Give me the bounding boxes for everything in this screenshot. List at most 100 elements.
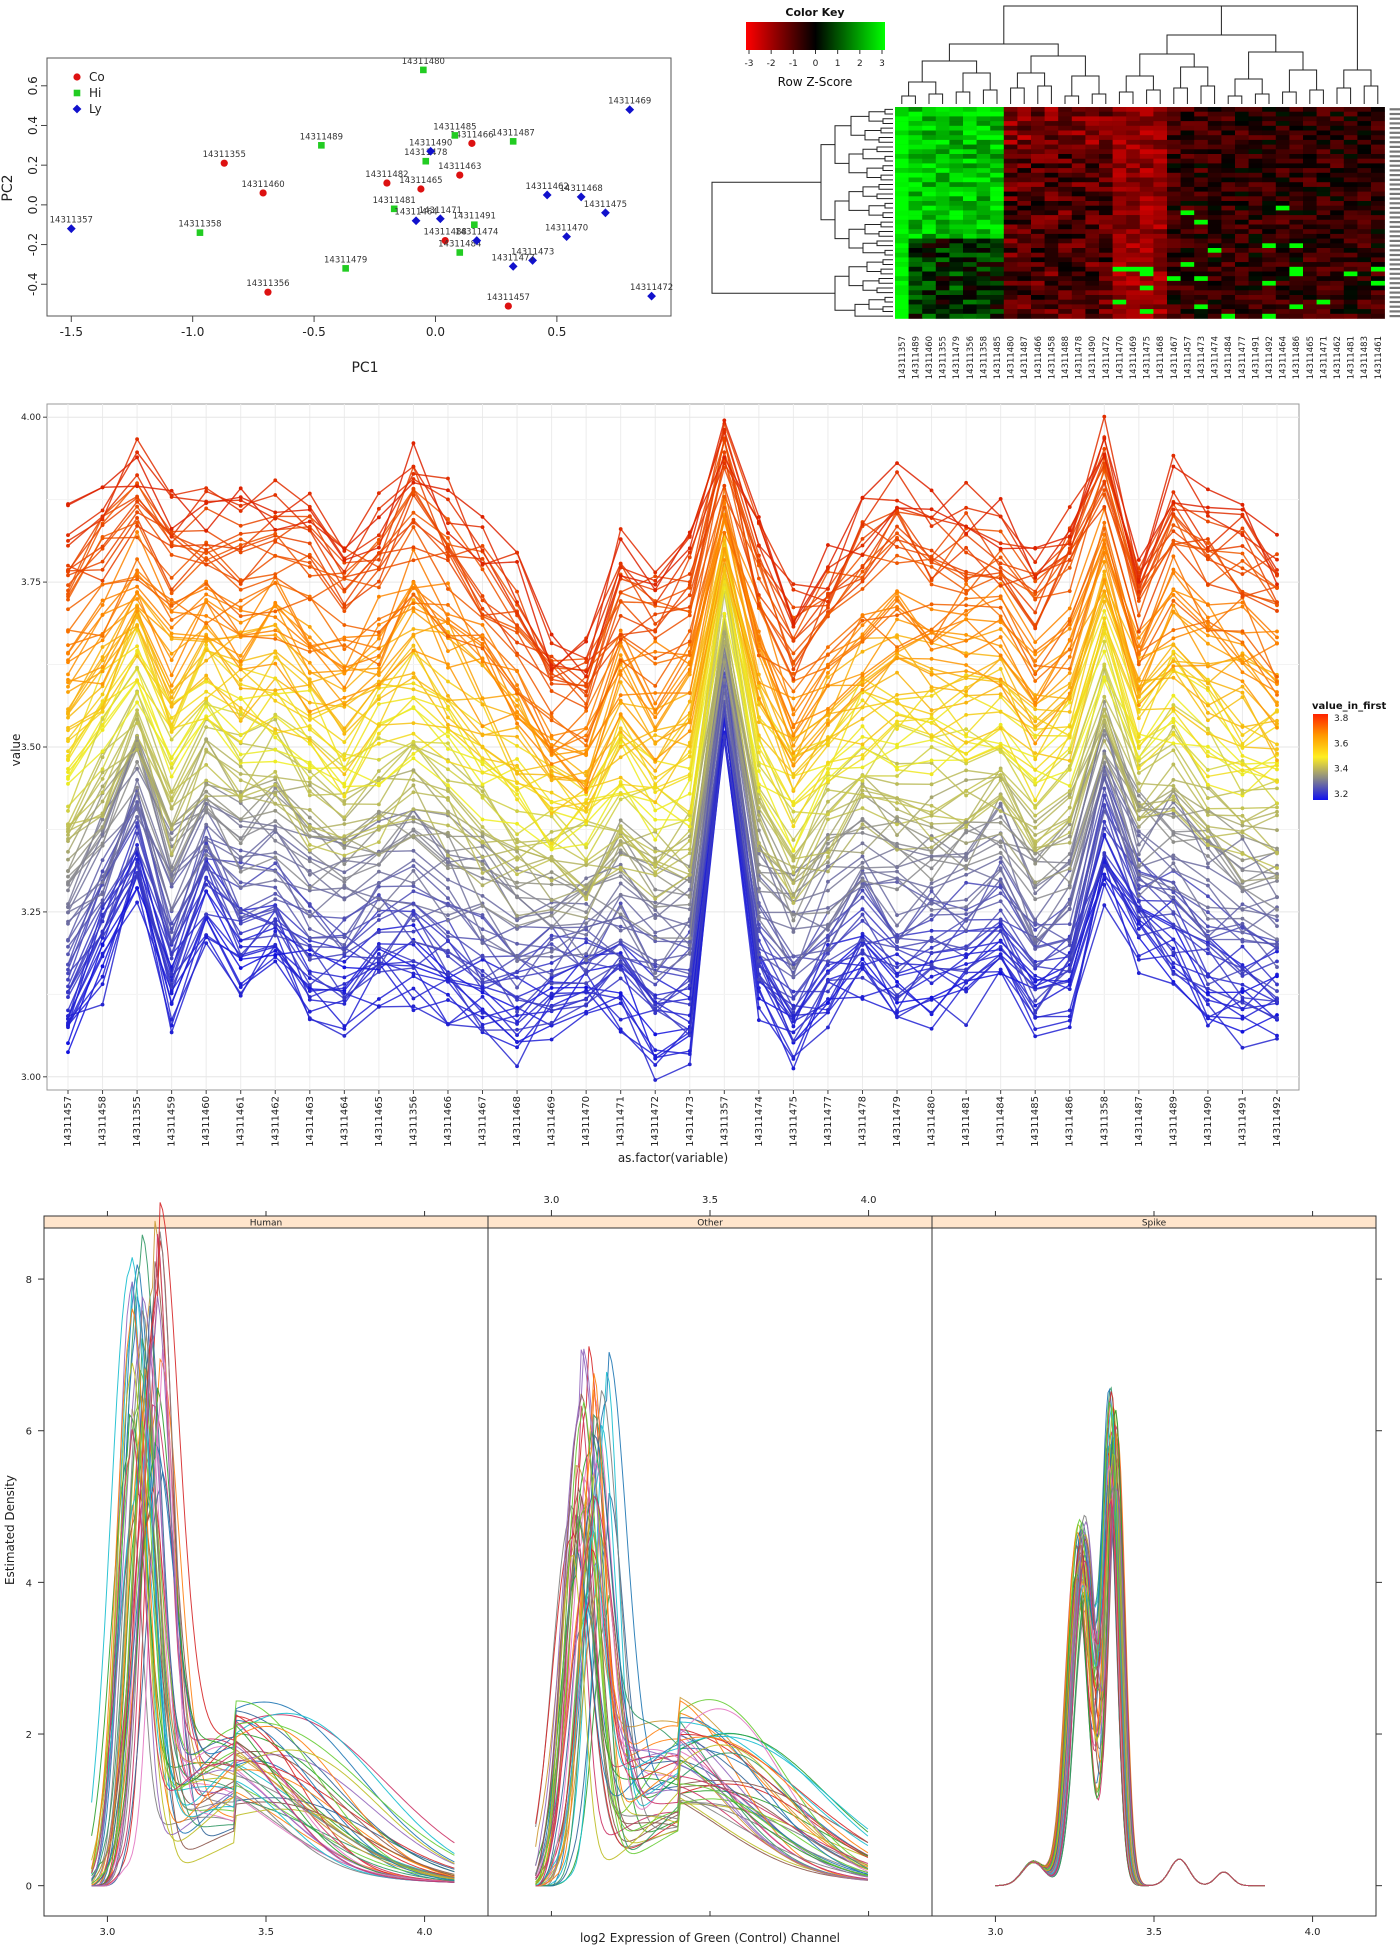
profile-point — [1033, 861, 1038, 866]
profile-point — [273, 769, 278, 774]
profile-point — [895, 847, 899, 852]
heatmap-cell — [1167, 186, 1181, 192]
heatmap-cell — [1003, 285, 1018, 291]
heatmap-cell — [1112, 201, 1127, 206]
heatmap-cell — [1303, 154, 1317, 159]
heatmap-cell — [1262, 285, 1277, 291]
profile-point — [1275, 641, 1279, 646]
heatmap-cell — [922, 168, 937, 174]
heatmap-cell — [1167, 238, 1181, 244]
heatmap-cell — [1221, 130, 1236, 136]
profile-point — [895, 807, 899, 812]
heatmap-cell — [1126, 233, 1141, 239]
heatmap-cell — [1099, 229, 1113, 235]
profile-point — [100, 935, 105, 940]
heatmap-cell — [1343, 280, 1358, 286]
profile-point — [998, 627, 1003, 631]
heatmap-cell — [1153, 271, 1168, 277]
profile-point — [1136, 781, 1141, 786]
profile-point — [653, 930, 658, 935]
profile-point — [826, 971, 830, 975]
heatmap-cell — [1058, 233, 1073, 239]
profile-point — [446, 767, 450, 772]
profile-point — [895, 745, 899, 750]
dendrogram-branch — [878, 137, 893, 143]
heatmap-cell — [1343, 299, 1358, 305]
profile-point — [929, 974, 934, 979]
profile-point — [1136, 886, 1141, 891]
profile-point — [964, 952, 969, 957]
profile-point — [273, 615, 278, 620]
profile-point — [446, 621, 450, 625]
heatmap-cell — [976, 262, 991, 268]
profile-point — [411, 681, 416, 686]
profile-point — [895, 1008, 899, 1013]
heatmap-cell — [949, 172, 964, 178]
heatmap-cell — [1235, 149, 1249, 155]
profile-point — [515, 744, 519, 748]
profile-point — [66, 711, 70, 716]
profile-point — [549, 1004, 554, 1009]
profile-point — [376, 669, 381, 674]
pca-point — [456, 249, 464, 256]
heatmap-cell — [1180, 280, 1195, 286]
heatmap-cell — [935, 280, 950, 286]
heatmap-cell — [1316, 248, 1331, 253]
heatmap-cell — [1180, 299, 1195, 305]
heatmap-cell — [1044, 285, 1059, 291]
heatmap-cell — [1371, 257, 1385, 263]
profile-point — [998, 855, 1003, 860]
profile-point — [446, 863, 450, 868]
heatmap-cell — [922, 262, 937, 268]
heatmap-cell — [949, 154, 964, 159]
heatmap-cell — [895, 191, 909, 197]
profile-point — [515, 840, 519, 845]
profile-point — [964, 689, 969, 694]
heatmap-cell — [1153, 182, 1168, 188]
heatmap-cell — [1139, 186, 1154, 192]
profile-point — [169, 631, 174, 636]
profile-point — [100, 1002, 105, 1007]
heatmap-cell — [908, 313, 923, 319]
heatmap-cell — [963, 280, 977, 286]
profile-point — [376, 952, 381, 956]
heatmap-cell — [1003, 144, 1018, 150]
profile-point — [342, 781, 347, 786]
heatmap-column-label: 14311480 — [1007, 336, 1017, 379]
heatmap-cell — [1044, 238, 1059, 244]
heatmap-cell — [1330, 107, 1345, 112]
heatmap-row-label-glyph — [1389, 136, 1400, 139]
heatmap-cell — [1099, 191, 1113, 197]
heatmap-cell — [1303, 313, 1317, 319]
heatmap-cell — [963, 248, 977, 253]
heatmap-cell — [990, 285, 1005, 291]
profile-point — [135, 557, 139, 562]
heatmap-cell — [949, 266, 964, 272]
heatmap-cell — [1085, 177, 1100, 183]
heatmap-cell — [1330, 299, 1345, 305]
profile-point — [480, 990, 485, 995]
profile-point — [860, 975, 865, 980]
profile-point — [1275, 742, 1279, 747]
profile-point — [204, 941, 209, 946]
profile-point — [342, 862, 347, 867]
heatmap-cell — [1031, 125, 1045, 131]
dendrogram-branch — [1200, 85, 1216, 104]
heatmap-cell — [1330, 186, 1345, 192]
heatmap-cell — [935, 210, 950, 216]
heatmap-cell — [1180, 271, 1195, 277]
heatmap-cell — [1221, 210, 1236, 216]
heatmap-cell — [1371, 130, 1385, 136]
heatmap-cell — [1085, 229, 1100, 235]
profile-point — [860, 934, 865, 939]
heatmap-cell — [1139, 238, 1154, 244]
heatmap-cell — [963, 219, 977, 225]
profile-point — [687, 943, 692, 948]
profile-point — [1171, 972, 1176, 976]
profile-point — [515, 725, 519, 730]
profile-point — [446, 903, 450, 908]
dendrogram-branch — [1010, 87, 1025, 104]
profile-point — [100, 755, 105, 760]
profile-point — [66, 643, 70, 648]
